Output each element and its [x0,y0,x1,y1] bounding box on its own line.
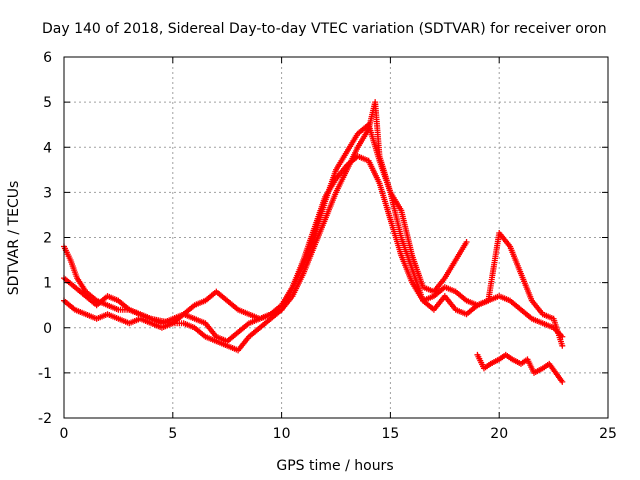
x-tick-label: 20 [490,426,508,442]
series-trace-b [61,121,470,327]
y-tick-label: 4 [43,140,52,156]
axis-ticks: 0 5 10 15 20 25 -2 -1 0 1 2 3 4 5 6 [38,50,617,442]
grid [64,57,608,418]
x-axis-label: GPS time / hours [276,458,393,474]
series-trace-d [474,351,566,385]
x-tick-label: 25 [599,426,617,442]
series-trace-c [61,99,566,349]
y-tick-label: -1 [38,366,52,382]
y-axis-label: SDTVAR / TECUs [6,181,22,296]
y-tick-label: 6 [43,50,52,66]
y-tick-label: 1 [43,276,52,292]
data-point [559,378,566,385]
x-tick-label: 10 [273,426,291,442]
data-point [559,342,566,349]
x-tick-label: 15 [381,426,399,442]
y-tick-label: 0 [43,321,52,337]
data-point [463,239,470,246]
x-tick-label: 5 [168,426,177,442]
y-tick-label: 3 [43,185,52,201]
chart-title: Day 140 of 2018, Sidereal Day-to-day VTE… [42,21,607,37]
y-tick-label: -2 [38,411,52,427]
series-layer [61,99,566,385]
y-tick-label: 5 [43,95,52,111]
y-tick-label: 2 [43,231,52,247]
x-tick-label: 0 [60,426,69,442]
